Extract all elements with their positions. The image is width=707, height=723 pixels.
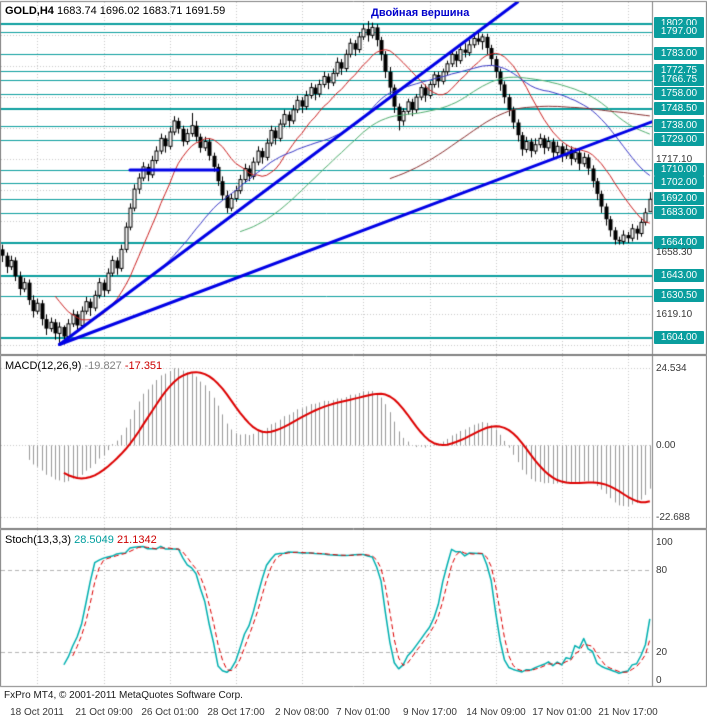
price-level-label: 1758.00 (654, 87, 704, 100)
time-axis-label: 26 Oct 01:00 (141, 707, 199, 718)
time-axis-label: 18 Oct 2011 (10, 707, 64, 718)
macd-value-signal: -17.351 (124, 360, 163, 372)
stoch-value-main: 28.5049 (74, 534, 114, 546)
price-level-label: 1738.00 (654, 119, 704, 132)
stoch-name: Stoch(13,3,3) (5, 534, 72, 546)
price-level-label: 1643.00 (654, 269, 704, 282)
macd-indicator-label: MACD(12,26,9) -19.827 -17.351 (5, 360, 162, 372)
pattern-annotation-text[interactable]: Двойная вершина (371, 7, 470, 19)
ohlc-values: 1683.74 1696.02 1683.71 1691.59 (56, 5, 226, 17)
stoch-axis-label: 80 (656, 565, 668, 576)
symbol-timeframe-label: GOLD,H4 (5, 5, 54, 17)
price-axis-label: 1658.30 (656, 247, 693, 258)
macd-name: MACD(12,26,9) (5, 360, 82, 372)
macd-axis-label: 0.00 (656, 440, 676, 451)
macd-value-main: -19.827 (84, 360, 122, 372)
stoch-value-signal: 21.1342 (116, 534, 157, 546)
macd-axis-label: 24.534 (656, 363, 687, 374)
stoch-axis-label: 100 (656, 537, 673, 548)
price-level-label: 1702.00 (654, 176, 704, 189)
price-level-label: 1683.00 (654, 206, 704, 219)
chart-title: GOLD,H4 1683.74 1696.02 1683.71 1691.59 (5, 5, 225, 17)
stoch-indicator-label: Stoch(13,3,3) 28.5049 21.1342 (5, 534, 157, 546)
price-level-label: 1783.00 (654, 47, 704, 60)
stoch-axis-label: 0 (656, 675, 662, 686)
price-level-label: 1710.00 (654, 163, 704, 176)
macd-axis-label: -22.688 (656, 512, 690, 523)
price-level-label: 1766.75 (654, 73, 704, 86)
price-level-label: 1692.00 (654, 192, 704, 205)
price-level-label: 1729.00 (654, 133, 704, 146)
price-level-label: 1664.00 (654, 236, 704, 249)
copyright-text: FxPro MT4, © 2001-2011 MetaQuotes Softwa… (4, 690, 243, 701)
price-axis-label: 1717.10 (656, 154, 693, 165)
stoch-axis-label: 20 (656, 647, 668, 658)
time-axis-label: 21 Nov 17:00 (598, 707, 658, 718)
time-axis-label: 28 Oct 17:00 (207, 707, 265, 718)
price-level-label: 1604.00 (654, 331, 704, 344)
time-axis-label: 9 Nov 17:00 (403, 707, 457, 718)
price-level-label: 1748.50 (654, 102, 704, 115)
time-axis-label: 2 Nov 08:00 (275, 707, 329, 718)
price-level-label: 1797.00 (654, 25, 704, 38)
time-axis-label: 21 Oct 09:00 (75, 707, 133, 718)
time-axis-label: 14 Nov 09:00 (466, 707, 526, 718)
price-axis-label: 1619.10 (656, 309, 693, 320)
time-axis-label: 17 Nov 01:00 (532, 707, 592, 718)
price-level-label: 1630.50 (654, 289, 704, 302)
time-axis-label: 7 Nov 01:00 (336, 707, 390, 718)
